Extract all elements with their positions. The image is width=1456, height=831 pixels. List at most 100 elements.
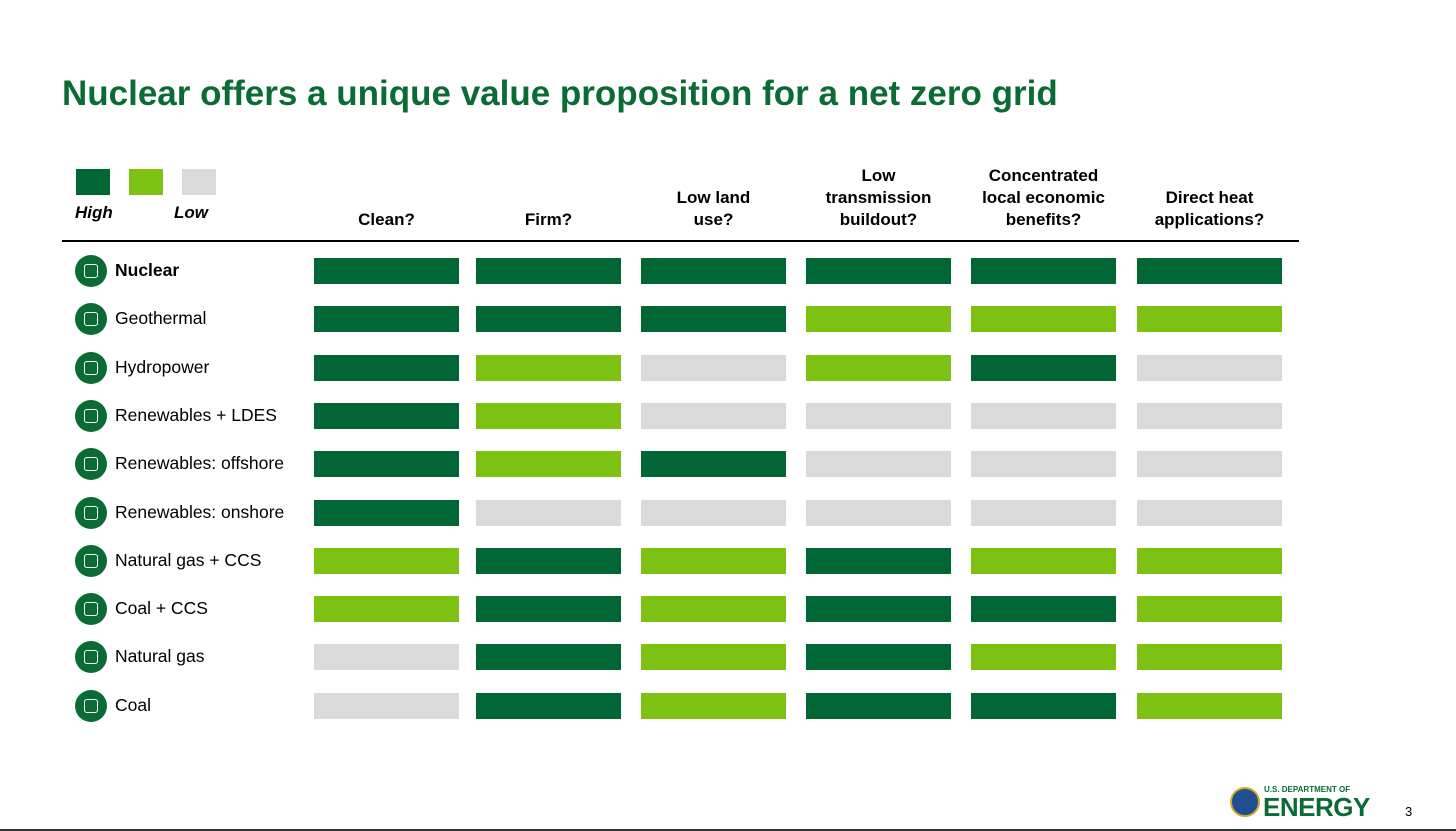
row-icon <box>75 448 107 481</box>
rating-cell <box>476 354 621 381</box>
column-header-line: transmission <box>825 188 932 207</box>
rating-cell <box>971 306 1116 333</box>
rating-cell <box>1137 258 1282 284</box>
rating-cell <box>476 596 621 623</box>
rating-cell <box>1137 354 1282 381</box>
rating-cell <box>806 354 951 381</box>
rating-cell <box>806 692 951 719</box>
rating-cell <box>314 258 459 284</box>
rating-cell <box>806 644 951 671</box>
column-header-line: use? <box>693 210 734 229</box>
rating-cell <box>806 596 951 623</box>
column-header-line: Concentrated <box>988 166 1099 185</box>
row-label: Coal <box>115 694 151 715</box>
rating-cell <box>476 644 621 671</box>
row-label: Renewables: onshore <box>115 501 285 522</box>
rating-cell <box>971 644 1116 671</box>
rating-cell <box>806 402 951 429</box>
doe-seal <box>1230 787 1260 817</box>
row-label: Natural gas + CCS <box>115 549 262 570</box>
row-icon <box>75 689 107 722</box>
row-icon <box>75 496 107 529</box>
rating-cell <box>476 499 621 526</box>
row-label: Renewables: offshore <box>115 453 284 474</box>
rating-cell <box>971 354 1116 381</box>
rating-cell <box>476 258 621 284</box>
rating-cell <box>314 354 459 381</box>
page-number: 3 <box>1405 804 1413 819</box>
rating-cell <box>476 402 621 429</box>
row-label: Renewables + LDES <box>115 404 277 425</box>
rating-cell <box>806 499 951 526</box>
column-header-line: Clean? <box>358 210 415 229</box>
rating-cell <box>971 499 1116 526</box>
rating-cell <box>641 306 786 333</box>
column-header: Concentrated local economic benefits? <box>959 165 1129 231</box>
row-label: Geothermal <box>115 308 207 329</box>
rating-cell <box>1137 451 1282 478</box>
rating-cell <box>476 306 621 333</box>
legend-swatch <box>182 169 216 195</box>
column-header-line: benefits? <box>1005 210 1082 229</box>
rating-cell <box>1137 596 1282 623</box>
rating-cell <box>314 547 459 574</box>
rating-cell <box>641 692 786 719</box>
column-header: Low land use? <box>629 187 799 231</box>
legend-swatch <box>129 169 163 195</box>
rating-cell <box>971 451 1116 478</box>
rating-cell <box>641 258 786 284</box>
rating-cell <box>476 547 621 574</box>
legend-high: High <box>75 203 113 222</box>
rating-cell <box>314 644 459 671</box>
header-rule <box>62 240 1299 242</box>
rating-cell <box>806 451 951 478</box>
rating-cell <box>314 692 459 719</box>
rating-cell <box>806 258 951 284</box>
row-label: Hydropower <box>115 356 210 377</box>
row-icon <box>75 399 107 432</box>
rating-cell <box>314 499 459 526</box>
column-header-line: Firm? <box>524 210 573 229</box>
rating-cell <box>1137 499 1282 526</box>
rating-cell <box>641 547 786 574</box>
rating-cell <box>1137 547 1282 574</box>
rating-cell <box>641 644 786 671</box>
rating-cell <box>806 547 951 574</box>
rating-cell <box>314 402 459 429</box>
bottom-rule <box>0 829 1456 831</box>
row-icon <box>75 593 107 626</box>
row-icon <box>75 544 107 577</box>
rating-cell <box>1137 306 1282 333</box>
rating-cell <box>641 354 786 381</box>
row-icon <box>75 641 107 674</box>
rating-cell <box>476 451 621 478</box>
rating-cell <box>641 596 786 623</box>
rating-cell <box>641 402 786 429</box>
column-header-line: Low <box>861 166 896 185</box>
rating-cell <box>971 692 1116 719</box>
rating-cell <box>806 306 951 333</box>
column-header: Low transmission buildout? <box>794 165 964 231</box>
column-header-line: local economic <box>982 188 1105 207</box>
column-header: Firm? <box>464 209 634 231</box>
rating-cell <box>1137 402 1282 429</box>
department: U.S. DEPARTMENT OF <box>1264 785 1351 794</box>
legend-swatch <box>76 169 110 195</box>
row-icon <box>75 255 107 287</box>
rating-cell <box>971 547 1116 574</box>
rating-cell <box>1137 644 1282 671</box>
rating-cell <box>971 402 1116 429</box>
rating-cell <box>1137 692 1282 719</box>
row-icon <box>75 351 107 384</box>
column-header: Clean? <box>302 209 472 231</box>
rating-cell <box>314 596 459 623</box>
legend-low: Low <box>174 203 208 222</box>
column-header-line: applications? <box>1154 210 1265 229</box>
column-header-line: Low land <box>676 188 751 207</box>
row-label: Natural gas <box>115 646 205 667</box>
rating-cell <box>971 258 1116 284</box>
rating-cell <box>971 596 1116 623</box>
rating-cell <box>314 451 459 478</box>
rating-cell <box>314 306 459 333</box>
